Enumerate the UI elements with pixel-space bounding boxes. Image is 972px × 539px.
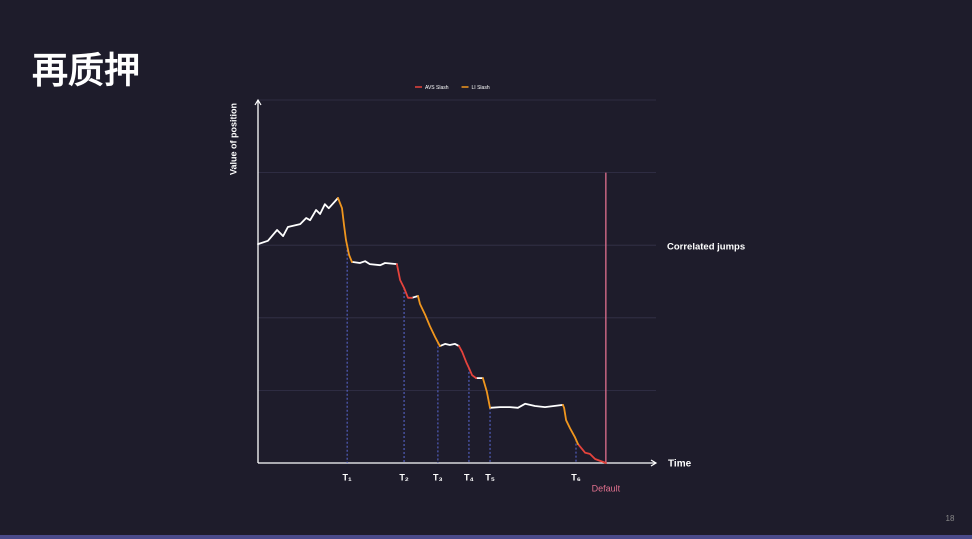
series-line xyxy=(257,197,564,409)
x-axis-label: Time xyxy=(668,459,692,470)
x-tick-label: T₂ xyxy=(399,472,409,482)
series-line xyxy=(337,197,579,445)
x-tick-label: T₆ xyxy=(571,472,581,482)
y-axis-label: Value of position xyxy=(228,103,238,175)
legend-label: LI Slash xyxy=(472,85,490,91)
x-axis-arrow xyxy=(650,459,658,467)
x-tick-label: T₅ xyxy=(485,472,495,482)
page-number: 18 xyxy=(946,514,955,523)
annotation: Correlated jumps xyxy=(667,242,745,253)
default-label: Default xyxy=(592,483,621,493)
slide-title: 再质押 xyxy=(32,50,140,90)
chart: Time Value of position Correlated jumps T₁ T… xyxy=(228,85,745,494)
y-axis-arrow xyxy=(254,98,262,106)
legend-label: AVS Slash xyxy=(425,85,449,91)
x-tick-label: T₄ xyxy=(464,472,474,482)
series-line xyxy=(396,263,607,464)
x-tick-label: T₃ xyxy=(433,472,443,482)
x-tick-label: T₁ xyxy=(343,472,352,482)
bottom-bar xyxy=(0,535,972,539)
